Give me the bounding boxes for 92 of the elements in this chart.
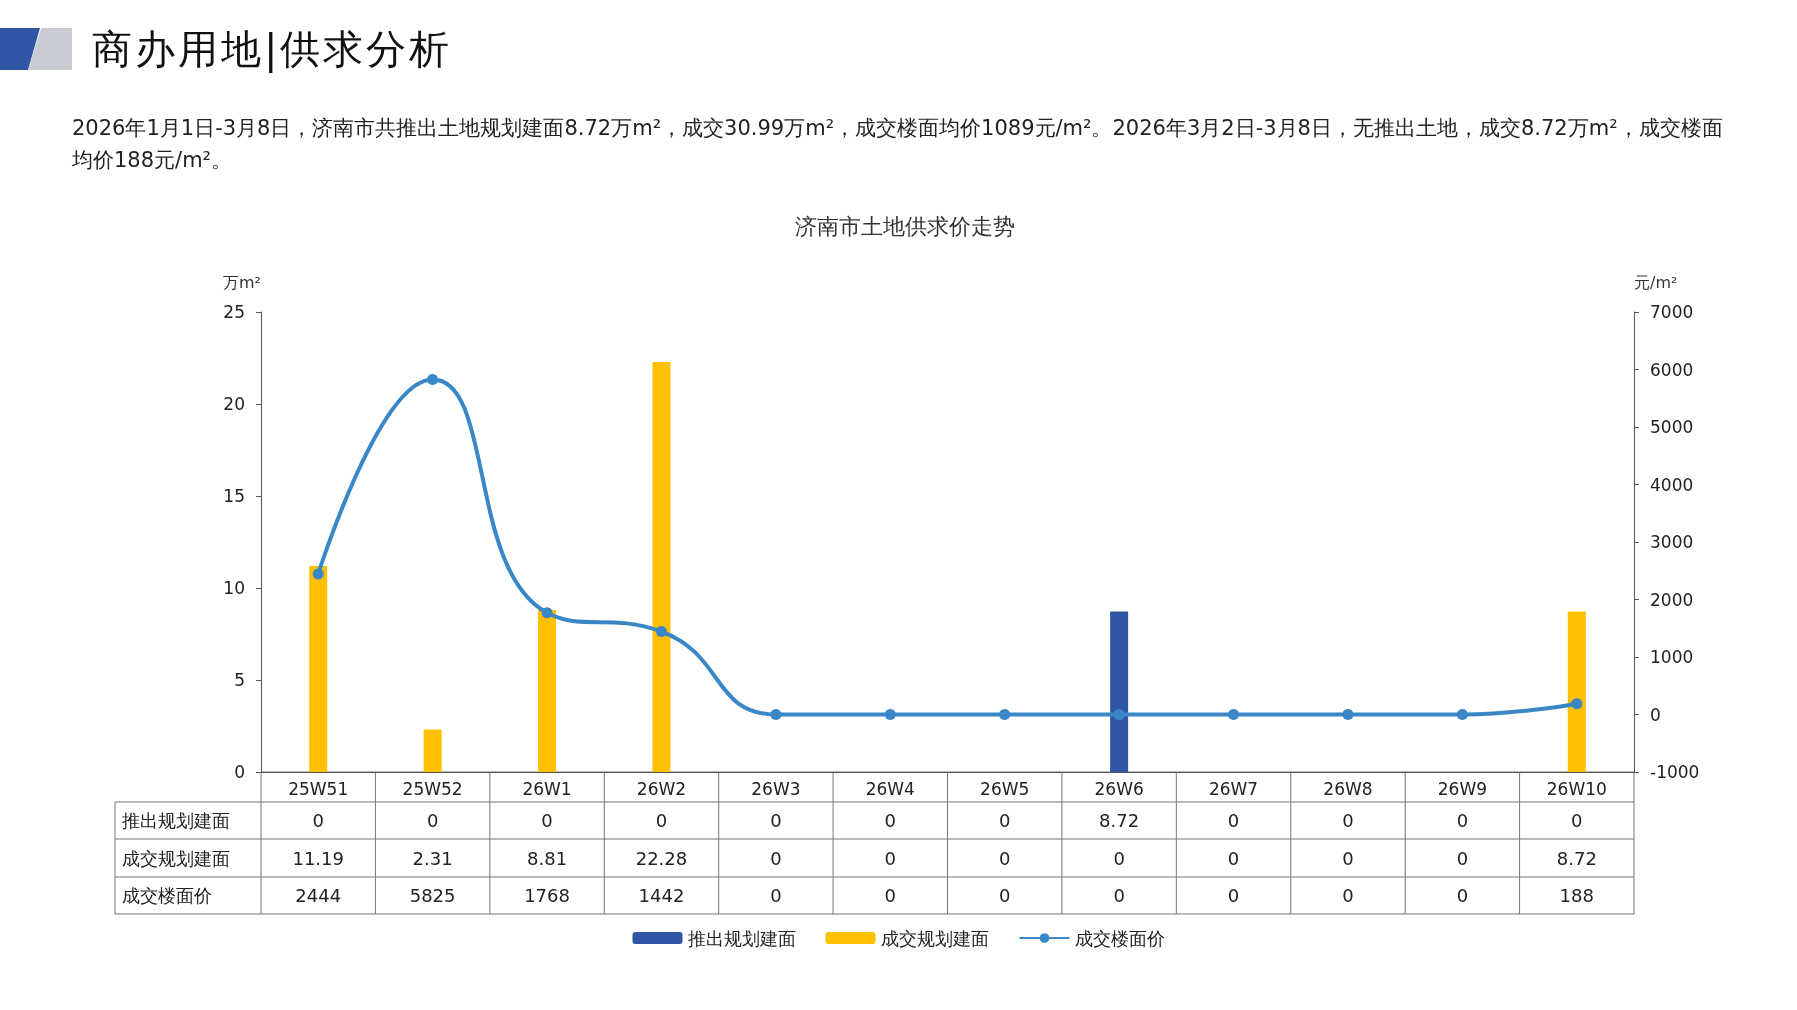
y2-tick-label: 4000 — [1650, 474, 1694, 495]
data-label: 1442 — [638, 885, 685, 906]
point — [427, 374, 439, 386]
y-tick-label: 10 — [223, 578, 245, 598]
data-label: 0 — [998, 885, 1011, 906]
x-tick-label: 26W2 — [636, 778, 687, 799]
data-label: 0 — [1227, 847, 1240, 869]
data-label: 5825 — [409, 885, 456, 906]
y-tick-label: 20 — [223, 394, 245, 414]
point — [1456, 709, 1468, 720]
data-label: 0 — [312, 810, 324, 831]
point — [1113, 709, 1125, 720]
bar — [423, 729, 442, 772]
chart-title: 商办用地|供求分析 — [92, 25, 453, 75]
data-label: 0 — [884, 810, 897, 831]
chart-subtitle: 济南市土地供求价走势 — [795, 213, 1015, 239]
data-label: 0 — [884, 847, 897, 869]
x-tick-label: 26W9 — [1437, 778, 1488, 799]
data-label: 0 — [1227, 810, 1240, 831]
point — [1228, 709, 1240, 720]
data-label: 8.81 — [527, 847, 568, 869]
y2-tick-label: 2000 — [1650, 589, 1694, 610]
data-label: 1768 — [524, 885, 570, 906]
data-label: 0 — [998, 810, 1011, 831]
y2-tick-label: 7000 — [1650, 302, 1694, 322]
legend-label: 推出规划建面 — [687, 927, 796, 949]
x-tick-label: 26W10 — [1546, 778, 1607, 799]
y2-tick-label: -1000 — [1650, 762, 1700, 782]
text: 推出规划建面 — [122, 810, 230, 831]
x-tick-label: 26W6 — [1094, 778, 1144, 799]
text: 2026年1月1日-3月8日，济南市共推出土地规划建面8.72万m²，成交30.99万m²，成交楼面均价1089元/m²。2026年3月2日-3月8日，无推出土地，成交8.72万m²，成交楼面均价188元/m²。 — [72, 115, 1724, 174]
legend-label: 成交楼面价 — [1074, 927, 1165, 949]
data-label: 0 — [1456, 885, 1469, 906]
y-tick-label: 0 — [234, 762, 245, 782]
y2-axis-title: 元/m² — [1634, 272, 1678, 292]
x-tick-label: 25W52 — [402, 778, 463, 799]
y-axis-title: 万m² — [223, 272, 261, 292]
data-label: 0 — [1342, 885, 1354, 906]
point — [884, 709, 896, 720]
y2-tick-label: 1000 — [1650, 647, 1694, 667]
point — [312, 568, 324, 580]
x-tick-label: 26W8 — [1323, 778, 1373, 799]
data-label: 0 — [655, 810, 668, 831]
point — [1342, 709, 1354, 720]
data-label: 0 — [998, 847, 1011, 869]
x-tick-label: 26W3 — [751, 778, 801, 799]
y-tick-label: 25 — [223, 302, 245, 322]
point — [770, 709, 782, 720]
data-label: 0 — [770, 847, 782, 869]
y-tick-label: 15 — [223, 486, 245, 506]
bar — [538, 609, 557, 772]
legend-label: 成交规划建面 — [880, 927, 989, 949]
point — [1571, 698, 1583, 710]
data-label: 0 — [1227, 885, 1240, 906]
x-tick-label: 26W4 — [865, 778, 915, 799]
data-label: 8.72 — [1099, 810, 1140, 831]
x-tick-label: 26W1 — [522, 778, 572, 799]
y2-tick-label: 0 — [1650, 704, 1661, 725]
bar — [652, 362, 671, 772]
text: 成交楼面价 — [122, 885, 212, 906]
y2-tick-label: 6000 — [1650, 359, 1694, 380]
point — [999, 709, 1011, 720]
data-label: 0 — [1113, 847, 1125, 869]
data-label: 8.72 — [1556, 847, 1597, 869]
data-label: 0 — [770, 885, 782, 906]
bar — [1567, 611, 1586, 772]
data-label: 0 — [1571, 810, 1583, 831]
data-label: 2.31 — [412, 847, 453, 869]
data-label: 0 — [541, 810, 553, 831]
data-label: 0 — [1456, 847, 1469, 869]
y2-tick-label: 3000 — [1650, 532, 1694, 552]
data-label: 0 — [1113, 885, 1125, 906]
data-label: 11.19 — [292, 847, 344, 869]
data-label: 0 — [1342, 847, 1354, 869]
data-label: 0 — [426, 810, 439, 831]
point — [655, 626, 667, 638]
x-tick-label: 26W7 — [1208, 778, 1259, 799]
data-label: 0 — [884, 885, 897, 906]
bar — [309, 566, 328, 772]
data-label: 188 — [1559, 885, 1594, 906]
point — [541, 607, 553, 619]
data-label: 22.28 — [635, 847, 688, 869]
y-tick-label: 5 — [234, 670, 245, 690]
x-tick-label: 25W51 — [288, 778, 349, 799]
y2-tick-label: 5000 — [1650, 417, 1694, 437]
data-label: 2444 — [295, 885, 342, 906]
text: 成交规划建面 — [122, 847, 230, 869]
data-label: 0 — [770, 810, 782, 831]
data-label: 0 — [1342, 810, 1354, 831]
bar — [1110, 611, 1129, 772]
x-tick-label: 26W5 — [980, 778, 1030, 799]
data-label: 0 — [1456, 810, 1469, 831]
